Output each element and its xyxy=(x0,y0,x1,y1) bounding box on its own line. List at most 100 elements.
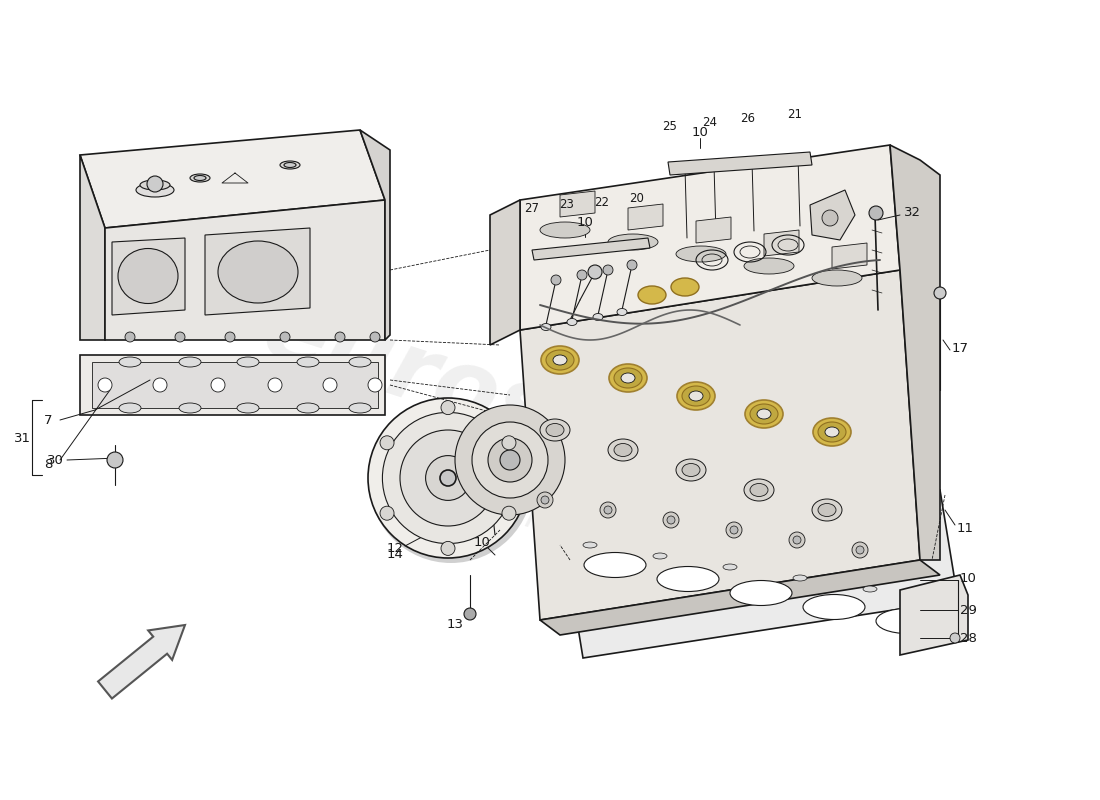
Ellipse shape xyxy=(584,553,646,578)
Text: 10: 10 xyxy=(576,215,593,229)
Polygon shape xyxy=(520,270,920,620)
Ellipse shape xyxy=(608,439,638,461)
Text: 26: 26 xyxy=(740,111,756,125)
Ellipse shape xyxy=(236,403,258,413)
Ellipse shape xyxy=(676,382,715,410)
Ellipse shape xyxy=(368,399,534,563)
Polygon shape xyxy=(112,238,185,315)
Text: 10: 10 xyxy=(692,126,708,138)
Ellipse shape xyxy=(540,222,590,238)
Text: 21: 21 xyxy=(788,109,803,122)
Circle shape xyxy=(502,506,516,520)
Ellipse shape xyxy=(546,350,574,370)
Text: 10: 10 xyxy=(474,537,491,550)
Circle shape xyxy=(500,450,520,470)
Polygon shape xyxy=(764,230,799,256)
Circle shape xyxy=(455,405,565,515)
Circle shape xyxy=(856,546,864,554)
Circle shape xyxy=(551,275,561,285)
Ellipse shape xyxy=(297,403,319,413)
Ellipse shape xyxy=(682,463,700,477)
Ellipse shape xyxy=(136,183,174,197)
Circle shape xyxy=(603,265,613,275)
Circle shape xyxy=(336,332,345,342)
Polygon shape xyxy=(832,243,867,269)
Circle shape xyxy=(578,270,587,280)
Circle shape xyxy=(426,455,471,501)
Ellipse shape xyxy=(179,403,201,413)
Ellipse shape xyxy=(566,318,578,326)
Circle shape xyxy=(175,332,185,342)
FancyArrow shape xyxy=(98,625,185,698)
Circle shape xyxy=(600,502,616,518)
Text: 24: 24 xyxy=(703,115,717,129)
Ellipse shape xyxy=(617,309,627,315)
Circle shape xyxy=(822,210,838,226)
Ellipse shape xyxy=(119,403,141,413)
Ellipse shape xyxy=(297,357,319,367)
Polygon shape xyxy=(890,145,940,560)
Polygon shape xyxy=(205,228,310,315)
Ellipse shape xyxy=(608,234,658,250)
Ellipse shape xyxy=(541,346,579,374)
Circle shape xyxy=(400,430,496,526)
Circle shape xyxy=(541,496,549,504)
Circle shape xyxy=(280,332,290,342)
Text: 20: 20 xyxy=(629,193,645,206)
Polygon shape xyxy=(540,560,940,635)
Circle shape xyxy=(464,608,476,620)
Polygon shape xyxy=(696,217,732,243)
Circle shape xyxy=(153,378,167,392)
Circle shape xyxy=(793,536,801,544)
Text: 31: 31 xyxy=(13,431,31,445)
Circle shape xyxy=(379,506,394,520)
Ellipse shape xyxy=(745,400,783,428)
Ellipse shape xyxy=(676,246,726,262)
Polygon shape xyxy=(80,130,385,228)
Text: 23: 23 xyxy=(560,198,574,211)
Circle shape xyxy=(852,542,868,558)
Polygon shape xyxy=(532,238,650,260)
Circle shape xyxy=(368,398,528,558)
Ellipse shape xyxy=(553,355,566,365)
Ellipse shape xyxy=(284,162,296,167)
Circle shape xyxy=(726,522,742,538)
Circle shape xyxy=(663,512,679,528)
Text: 11: 11 xyxy=(957,522,974,534)
Ellipse shape xyxy=(657,566,719,591)
Polygon shape xyxy=(520,145,900,330)
Ellipse shape xyxy=(280,161,300,169)
Polygon shape xyxy=(104,200,385,340)
Ellipse shape xyxy=(676,459,706,481)
Ellipse shape xyxy=(349,357,371,367)
Ellipse shape xyxy=(614,368,642,388)
Polygon shape xyxy=(668,152,812,175)
Ellipse shape xyxy=(349,403,371,413)
Circle shape xyxy=(869,206,883,220)
Circle shape xyxy=(211,378,226,392)
Circle shape xyxy=(950,633,960,643)
Text: 28: 28 xyxy=(959,631,977,645)
Circle shape xyxy=(502,436,516,450)
Ellipse shape xyxy=(825,427,839,437)
Ellipse shape xyxy=(546,423,564,437)
Ellipse shape xyxy=(218,241,298,303)
Circle shape xyxy=(472,422,548,498)
Ellipse shape xyxy=(813,418,851,446)
Ellipse shape xyxy=(593,314,603,321)
Circle shape xyxy=(323,378,337,392)
Polygon shape xyxy=(92,362,378,408)
Circle shape xyxy=(488,438,532,482)
Circle shape xyxy=(604,506,612,514)
Text: 29: 29 xyxy=(959,603,977,617)
Circle shape xyxy=(667,516,675,524)
Text: 22: 22 xyxy=(594,195,609,209)
Text: 17: 17 xyxy=(952,342,968,354)
Circle shape xyxy=(441,542,455,555)
Circle shape xyxy=(368,378,382,392)
Circle shape xyxy=(730,526,738,534)
Text: 12: 12 xyxy=(386,542,404,554)
Circle shape xyxy=(125,332,135,342)
Ellipse shape xyxy=(793,575,807,581)
Ellipse shape xyxy=(689,391,703,401)
